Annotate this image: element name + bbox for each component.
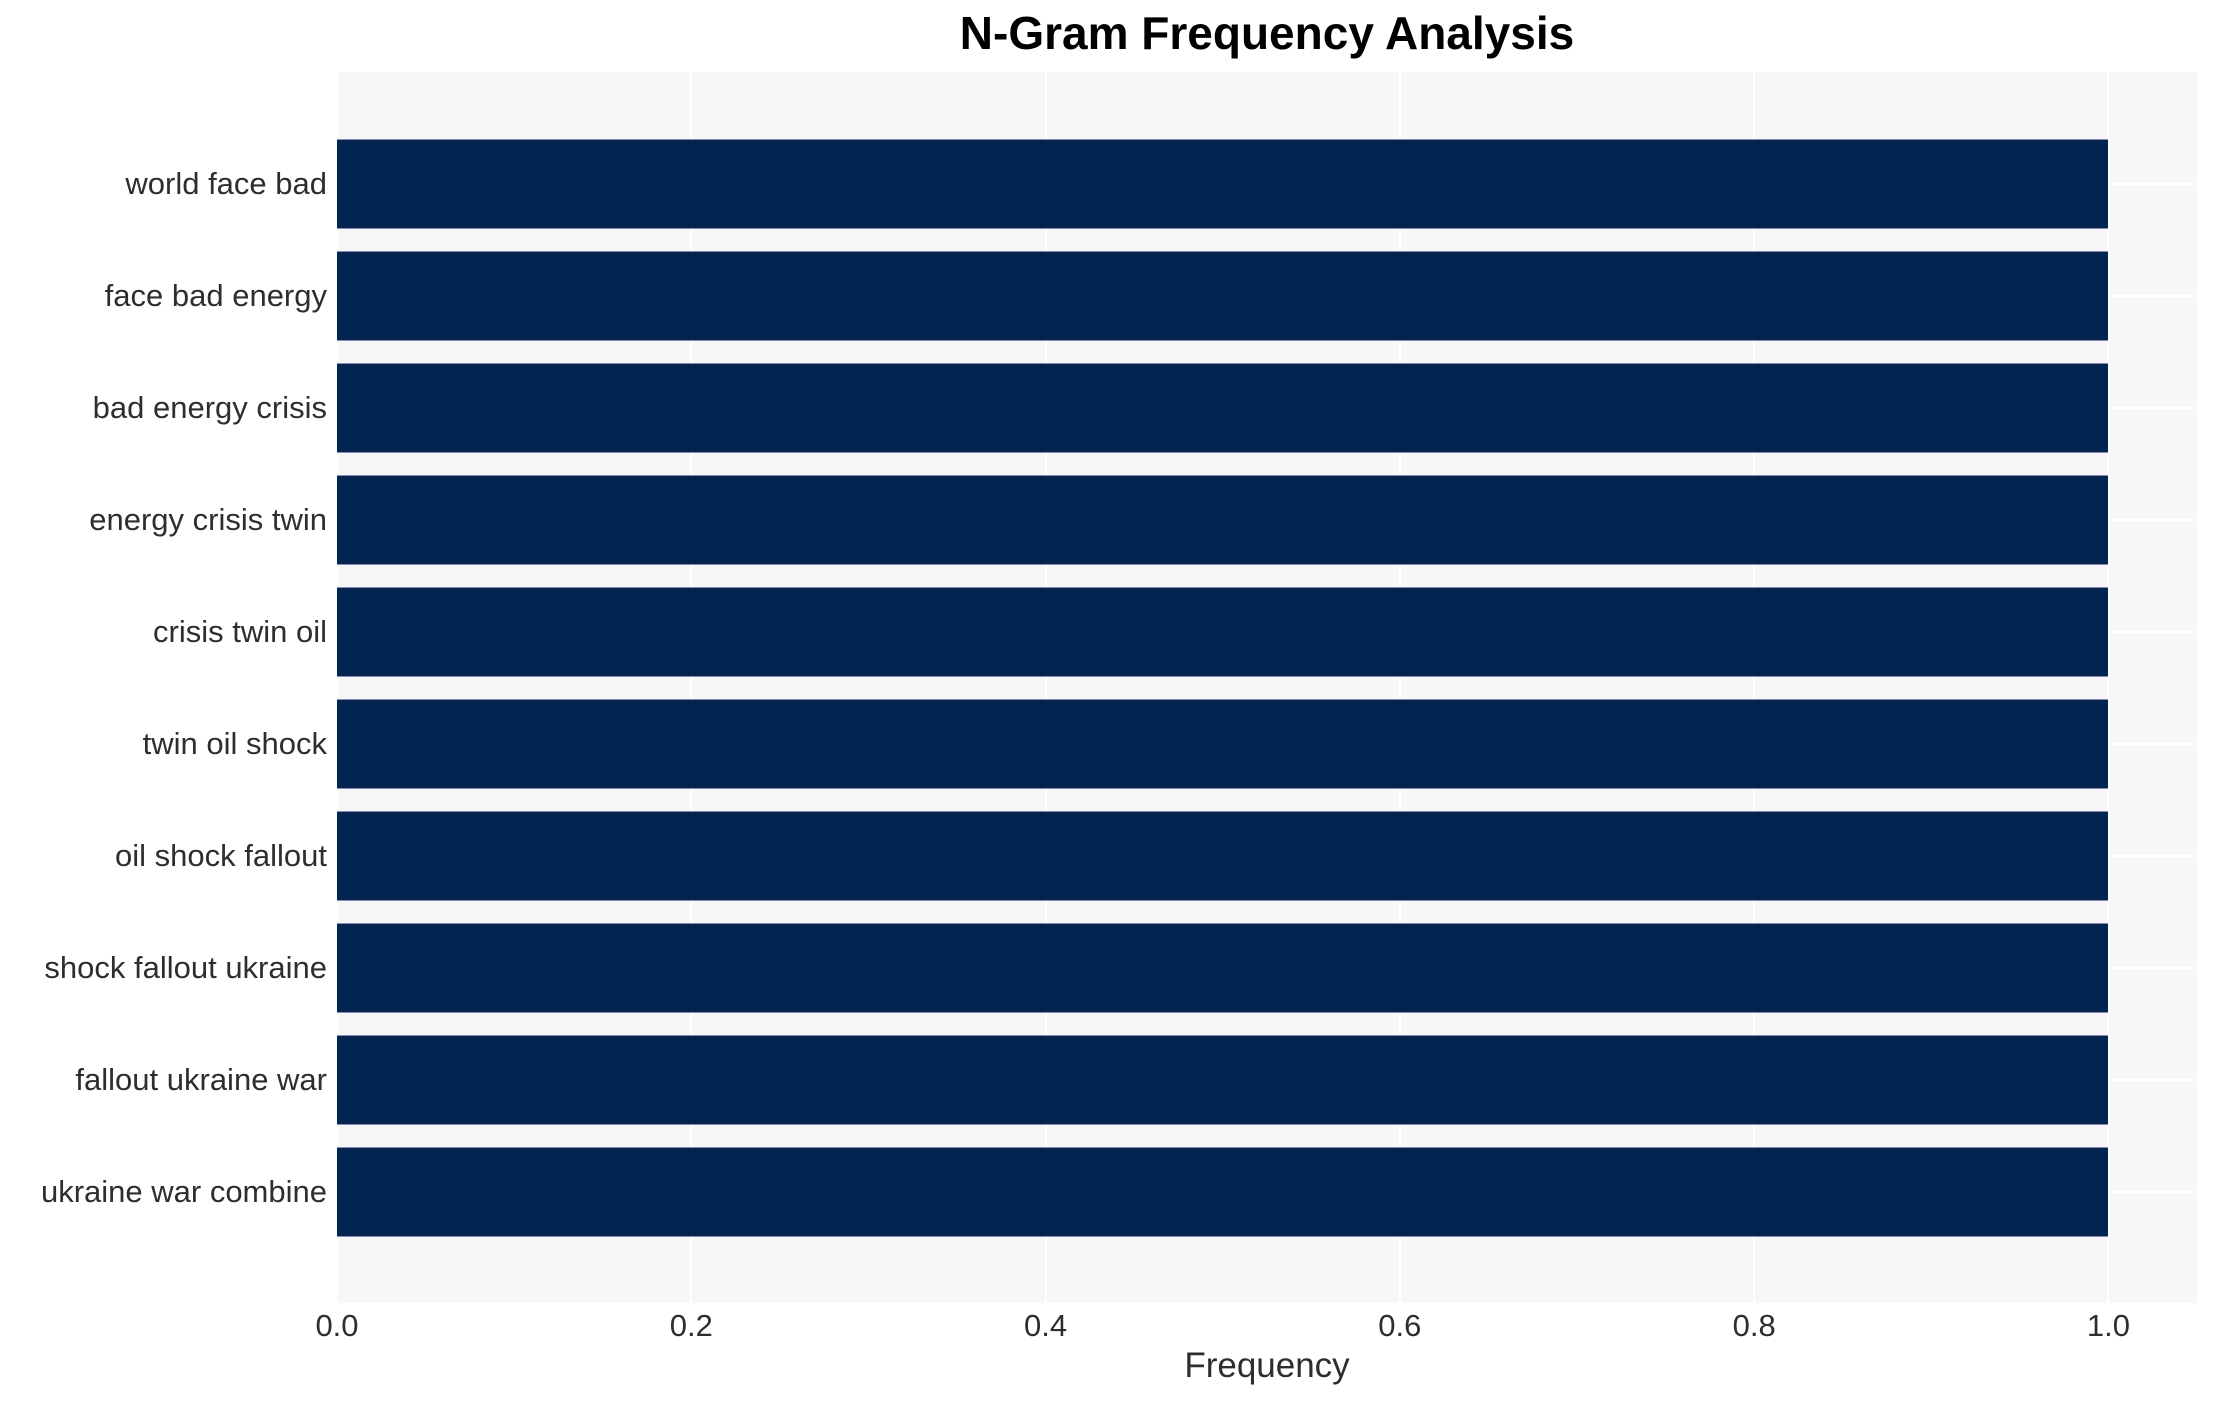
category-label: oil shock fallout: [115, 838, 327, 873]
bar: [337, 363, 2109, 453]
bar: [337, 251, 2109, 341]
bar: [337, 1035, 2109, 1125]
bar-rows: world face bad face bad energy bad energy …: [41, 72, 2197, 1303]
x-tick-label: 1.0: [2086, 1308, 2130, 1343]
bar-row: crisis twin oil: [153, 576, 2197, 688]
x-tick-label: 0.8: [1732, 1308, 1776, 1343]
category-label: twin oil shock: [142, 726, 327, 761]
plot-area: world face bad face bad energy bad energy …: [41, 72, 2197, 1303]
bar-row: oil shock fallout: [115, 800, 2197, 912]
category-label: face bad energy: [104, 278, 327, 313]
category-label: crisis twin oil: [153, 614, 327, 649]
bar-row: twin oil shock: [143, 688, 2197, 800]
bar: [337, 923, 2109, 1013]
bar: [337, 475, 2109, 565]
bar-row: face bad energy: [105, 240, 2197, 352]
category-label: bad energy crisis: [92, 390, 327, 425]
bar: [337, 811, 2109, 901]
gridline-vertical: [1753, 72, 1756, 1303]
category-label: energy crisis twin: [89, 502, 327, 537]
bar: [337, 1147, 2109, 1237]
bar-row: ukraine war combine: [41, 1136, 2197, 1248]
bar: [337, 587, 2109, 677]
x-tick-label: 0.0: [315, 1308, 359, 1343]
bar-row: shock fallout ukraine: [44, 912, 2197, 1024]
gridline-vertical: [2107, 72, 2110, 1303]
bar: [337, 699, 2109, 789]
bar-row: fallout ukraine war: [75, 1024, 2197, 1136]
bar-row: energy crisis twin: [89, 464, 2197, 576]
category-label: fallout ukraine war: [75, 1062, 327, 1097]
bar: [337, 139, 2109, 229]
gridline-vertical: [690, 72, 693, 1303]
category-label: shock fallout ukraine: [44, 950, 327, 985]
x-axis-ticks: 0.0 0.2 0.4 0.6 0.8 1.0: [315, 1303, 2197, 1359]
category-label: ukraine war combine: [40, 1174, 327, 1209]
x-axis-label: Frequency: [1184, 1346, 1350, 1385]
bar-row: world face bad: [125, 128, 2197, 240]
x-tick-label: 0.6: [1378, 1308, 1422, 1343]
gridline-vertical: [1044, 72, 1047, 1303]
x-tick-label: 0.2: [669, 1308, 713, 1343]
x-tick-label: 0.4: [1024, 1308, 1068, 1343]
gridline-vertical: [1398, 72, 1401, 1303]
chart-title: N-Gram Frequency Analysis: [959, 7, 1575, 59]
gridline-vertical: [336, 72, 338, 1303]
category-label: world face bad: [125, 166, 327, 201]
bar-row: bad energy crisis: [93, 352, 2197, 464]
